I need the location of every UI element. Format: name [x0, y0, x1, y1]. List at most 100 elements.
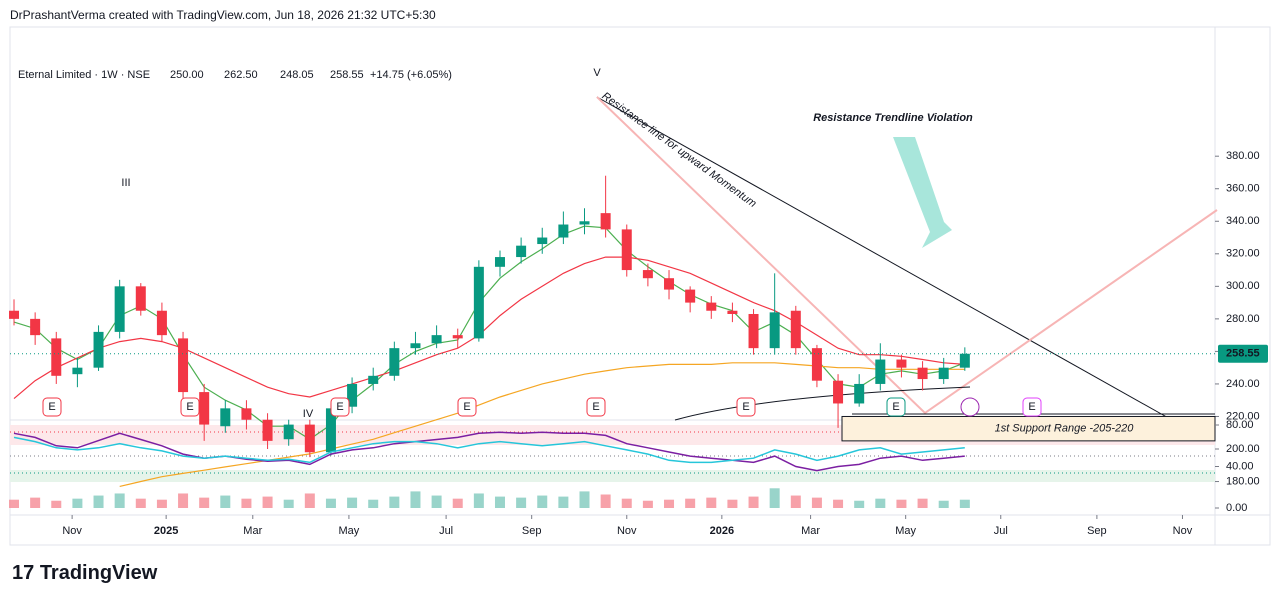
volume-bar [706, 497, 717, 508]
support-label: 1st Support Range -205-220 [995, 423, 1135, 435]
volume-bar [93, 495, 104, 508]
volume-bar [325, 498, 336, 508]
volume-bar [9, 499, 20, 508]
event-icon [457, 397, 477, 417]
event-icon [886, 397, 906, 417]
y-tick-label: 240.00 [1226, 378, 1260, 390]
candle-body [769, 312, 780, 349]
candle-body [241, 408, 252, 420]
x-tick-label: Mar [243, 525, 262, 537]
volume-bar [220, 495, 231, 508]
y-tick-label: 280.00 [1226, 313, 1260, 325]
resistance-label: Resistance line for upward Momentum [600, 90, 759, 210]
moving-average [119, 362, 965, 487]
candle-body [51, 338, 62, 376]
osc-tick-label: 80.00 [1226, 419, 1254, 431]
volume-bar [854, 500, 865, 508]
volume-bar [135, 498, 146, 508]
event-icon [586, 397, 606, 417]
event-icon [1022, 397, 1042, 417]
candle-body [473, 266, 484, 339]
volume-bar [516, 497, 527, 508]
x-tick-label: May [895, 525, 916, 537]
y-tick-label: 380.00 [1226, 150, 1260, 162]
candle-body [727, 310, 738, 314]
arrow [893, 137, 952, 248]
volume-bar [72, 498, 83, 508]
candle-body [156, 310, 167, 336]
candle-body [854, 383, 865, 404]
x-tick-label: Mar [801, 525, 820, 537]
candle-body [833, 380, 844, 404]
curve [674, 386, 971, 421]
x-tick-label: Jul [994, 525, 1008, 537]
candle-body [664, 278, 675, 290]
legend-open: 250.00 [170, 69, 204, 81]
header: DrPrashantVerma created with TradingView… [10, 8, 436, 22]
oscillator-line [13, 431, 965, 472]
wave-label: IV [303, 408, 314, 420]
volume-bar [283, 499, 294, 508]
volume-bar [178, 493, 189, 508]
volume-bar [114, 493, 125, 508]
y-tick-label: 340.00 [1226, 215, 1260, 227]
candle-body [917, 367, 928, 380]
legend-high: 262.50 [224, 69, 258, 81]
candle-body [516, 245, 527, 258]
legend-change: +14.75 (+6.05%) [370, 69, 452, 81]
volume-bar [727, 499, 738, 508]
candle-body [389, 348, 400, 376]
footer: TradingView [39, 562, 158, 584]
volume-bar [241, 498, 252, 508]
last-price-label: 258.55 [1226, 348, 1260, 360]
y-tick-label: 220.00 [1226, 410, 1260, 422]
lightning-icon [960, 397, 980, 417]
candle-body [178, 338, 189, 393]
candle-body [431, 335, 442, 344]
candle-body [558, 224, 569, 238]
event-icon [736, 397, 756, 417]
volume-bar [347, 497, 358, 508]
candle-body [494, 257, 505, 267]
candle-body [959, 353, 970, 368]
event-label: E [48, 401, 55, 413]
y-tick-label: 300.00 [1226, 280, 1260, 292]
event-label: E [592, 401, 599, 413]
volume-bar [938, 500, 949, 508]
x-tick-label: 2025 [154, 525, 178, 537]
legend-name: Eternal Limited · 1W · NSE [18, 69, 150, 81]
y-tick-label: 360.00 [1226, 183, 1260, 195]
candle-body [875, 359, 886, 384]
volume-bar [896, 499, 907, 508]
candle-body [93, 331, 104, 368]
oscillator-line [13, 436, 965, 464]
candle-body [135, 286, 146, 311]
candle-body [114, 286, 125, 332]
volume-bar [600, 494, 611, 508]
logo-mark: 17 [12, 562, 40, 584]
candle-body [896, 359, 907, 368]
candle-body [685, 289, 696, 303]
candle-body [452, 335, 463, 339]
legend: Eternal Limited · 1W · NSE 250.00 262.50… [18, 69, 452, 81]
candle-body [368, 375, 379, 384]
moving-average [13, 256, 965, 400]
last-price-box [1218, 344, 1268, 363]
candle-body [72, 367, 83, 375]
os-band [10, 470, 1215, 482]
x-tick-label: Sep [522, 525, 542, 537]
event-label: E [463, 401, 470, 413]
candle-body [347, 383, 358, 407]
event-icon [42, 397, 62, 417]
volume-bar [664, 499, 675, 508]
volume-bar [875, 498, 886, 508]
candle-body [9, 310, 20, 319]
candle-body [938, 367, 949, 380]
volume-bar [748, 496, 759, 508]
volume-bar [579, 491, 590, 508]
volume-bar [959, 499, 970, 508]
logo: 17 TradingView [12, 562, 157, 585]
x-tick-label: Nov [62, 525, 82, 537]
volume-bar [558, 496, 569, 508]
candle-body [642, 270, 653, 279]
